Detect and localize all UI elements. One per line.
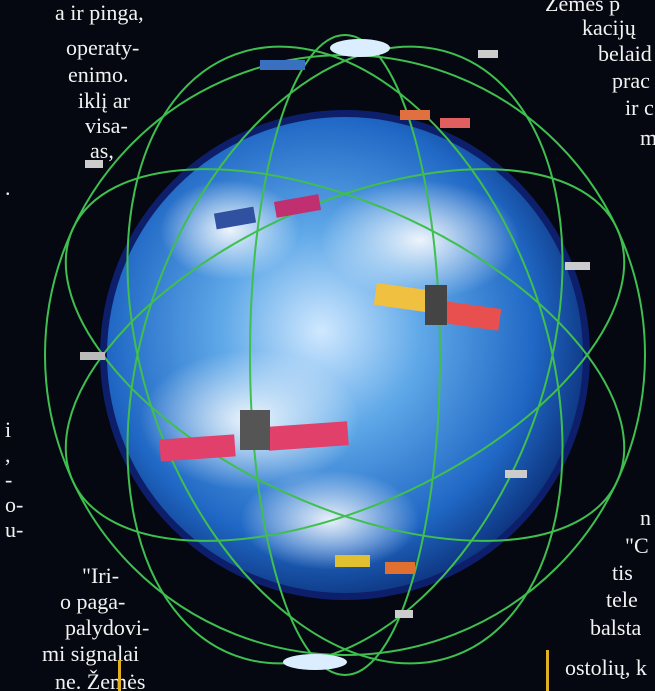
satellite-panel [385, 562, 415, 574]
text-line: o paga- [60, 589, 125, 614]
text-line: tele [606, 587, 638, 612]
text-line: o- [5, 492, 23, 517]
text-line: iklį ar [78, 88, 131, 113]
text-line: balsta [590, 615, 642, 640]
satellite [283, 654, 347, 670]
text-line: m [640, 125, 655, 150]
text-line: i [5, 417, 11, 442]
text-line: . [5, 175, 11, 200]
text-line: "C [625, 533, 649, 558]
text-line: a ir pinga, [55, 0, 144, 25]
text-line: as, [90, 138, 114, 163]
rule [118, 660, 121, 691]
satellite-panel [440, 118, 470, 128]
satellite [478, 50, 498, 58]
text-line: n [640, 505, 651, 530]
satellite [85, 160, 103, 168]
text-line: tis [612, 560, 633, 585]
text-line: u- [5, 517, 23, 542]
text-line: kacijų [582, 15, 637, 40]
satellite-panel [267, 421, 349, 451]
orbit [64, 168, 626, 542]
text-line: "Iri- [82, 563, 119, 588]
satellite [80, 352, 105, 360]
satellite-panel [443, 301, 502, 331]
satellite [395, 610, 413, 618]
cloud [320, 180, 520, 300]
orbit [126, 45, 564, 665]
text-line: Žemės p [545, 0, 620, 16]
text-line: visa- [85, 113, 128, 138]
text-line: enimo. [68, 62, 129, 87]
satellite-panel [373, 282, 437, 314]
orbit [64, 168, 626, 542]
satellite-body [240, 410, 270, 450]
text-line: operaty- [66, 35, 139, 60]
satellite-panel [273, 194, 322, 218]
satellite [260, 60, 305, 70]
satellites [80, 39, 590, 670]
text-line: mi signalai [42, 641, 139, 666]
text-line: prac [612, 68, 650, 93]
text-line: palydovi- [65, 615, 149, 640]
text-line: ne. Žemės [55, 669, 145, 691]
satellite-body [425, 285, 447, 325]
satellite-panel [213, 206, 257, 230]
satellite-panel [159, 434, 236, 462]
satellite-panel [400, 110, 430, 120]
text-line: , [5, 442, 11, 467]
satellite-panel [335, 555, 370, 567]
satellite [565, 262, 590, 270]
text-line: ostolių, k [565, 655, 647, 680]
text-fragments: a ir pinga, operaty-enimo.iklį arvisa-as,… [5, 0, 655, 691]
orbit [126, 45, 564, 665]
orbit [249, 34, 441, 676]
satellite [505, 470, 527, 478]
earth [100, 110, 590, 600]
text-line: belaid [598, 41, 652, 66]
text-line: - [5, 467, 12, 492]
text-line: ir c [625, 95, 654, 120]
rule [546, 650, 549, 691]
satellite [330, 39, 390, 57]
